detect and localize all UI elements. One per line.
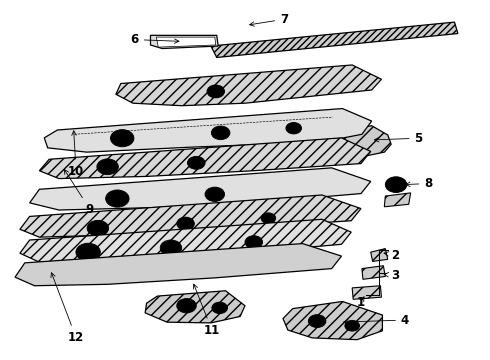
Polygon shape (150, 35, 218, 49)
Circle shape (106, 190, 129, 207)
Polygon shape (15, 244, 342, 286)
Circle shape (111, 130, 134, 147)
Text: 10: 10 (68, 131, 84, 177)
Circle shape (345, 320, 360, 331)
Text: 2: 2 (384, 248, 399, 261)
Text: 12: 12 (51, 273, 84, 344)
Text: 3: 3 (384, 269, 399, 282)
Polygon shape (283, 301, 382, 340)
Polygon shape (30, 168, 371, 210)
Circle shape (261, 213, 276, 224)
Circle shape (211, 126, 230, 140)
Polygon shape (211, 22, 458, 58)
Circle shape (385, 177, 407, 193)
Circle shape (188, 157, 205, 169)
Circle shape (207, 85, 224, 98)
Polygon shape (342, 126, 391, 156)
Polygon shape (39, 138, 371, 179)
Circle shape (308, 315, 326, 328)
Polygon shape (44, 109, 372, 152)
Polygon shape (352, 286, 381, 299)
Circle shape (205, 187, 224, 202)
Text: 7: 7 (249, 13, 288, 26)
Polygon shape (20, 195, 361, 237)
Polygon shape (362, 266, 385, 279)
Circle shape (160, 240, 182, 256)
Text: 5: 5 (374, 132, 423, 145)
Text: 4: 4 (343, 314, 409, 327)
Polygon shape (371, 249, 388, 261)
Polygon shape (145, 291, 245, 323)
Polygon shape (384, 193, 411, 207)
Text: 6: 6 (130, 33, 179, 46)
Circle shape (87, 220, 109, 236)
Circle shape (76, 243, 100, 261)
Polygon shape (20, 219, 351, 262)
Circle shape (212, 302, 227, 314)
Circle shape (177, 298, 196, 313)
Polygon shape (116, 65, 381, 106)
Text: 9: 9 (64, 170, 94, 216)
Circle shape (177, 217, 195, 230)
Circle shape (245, 236, 263, 249)
Text: 11: 11 (194, 284, 220, 337)
Circle shape (97, 159, 118, 175)
Circle shape (286, 122, 301, 134)
Polygon shape (156, 37, 216, 47)
Text: 1: 1 (357, 296, 365, 309)
Text: 8: 8 (406, 177, 433, 190)
